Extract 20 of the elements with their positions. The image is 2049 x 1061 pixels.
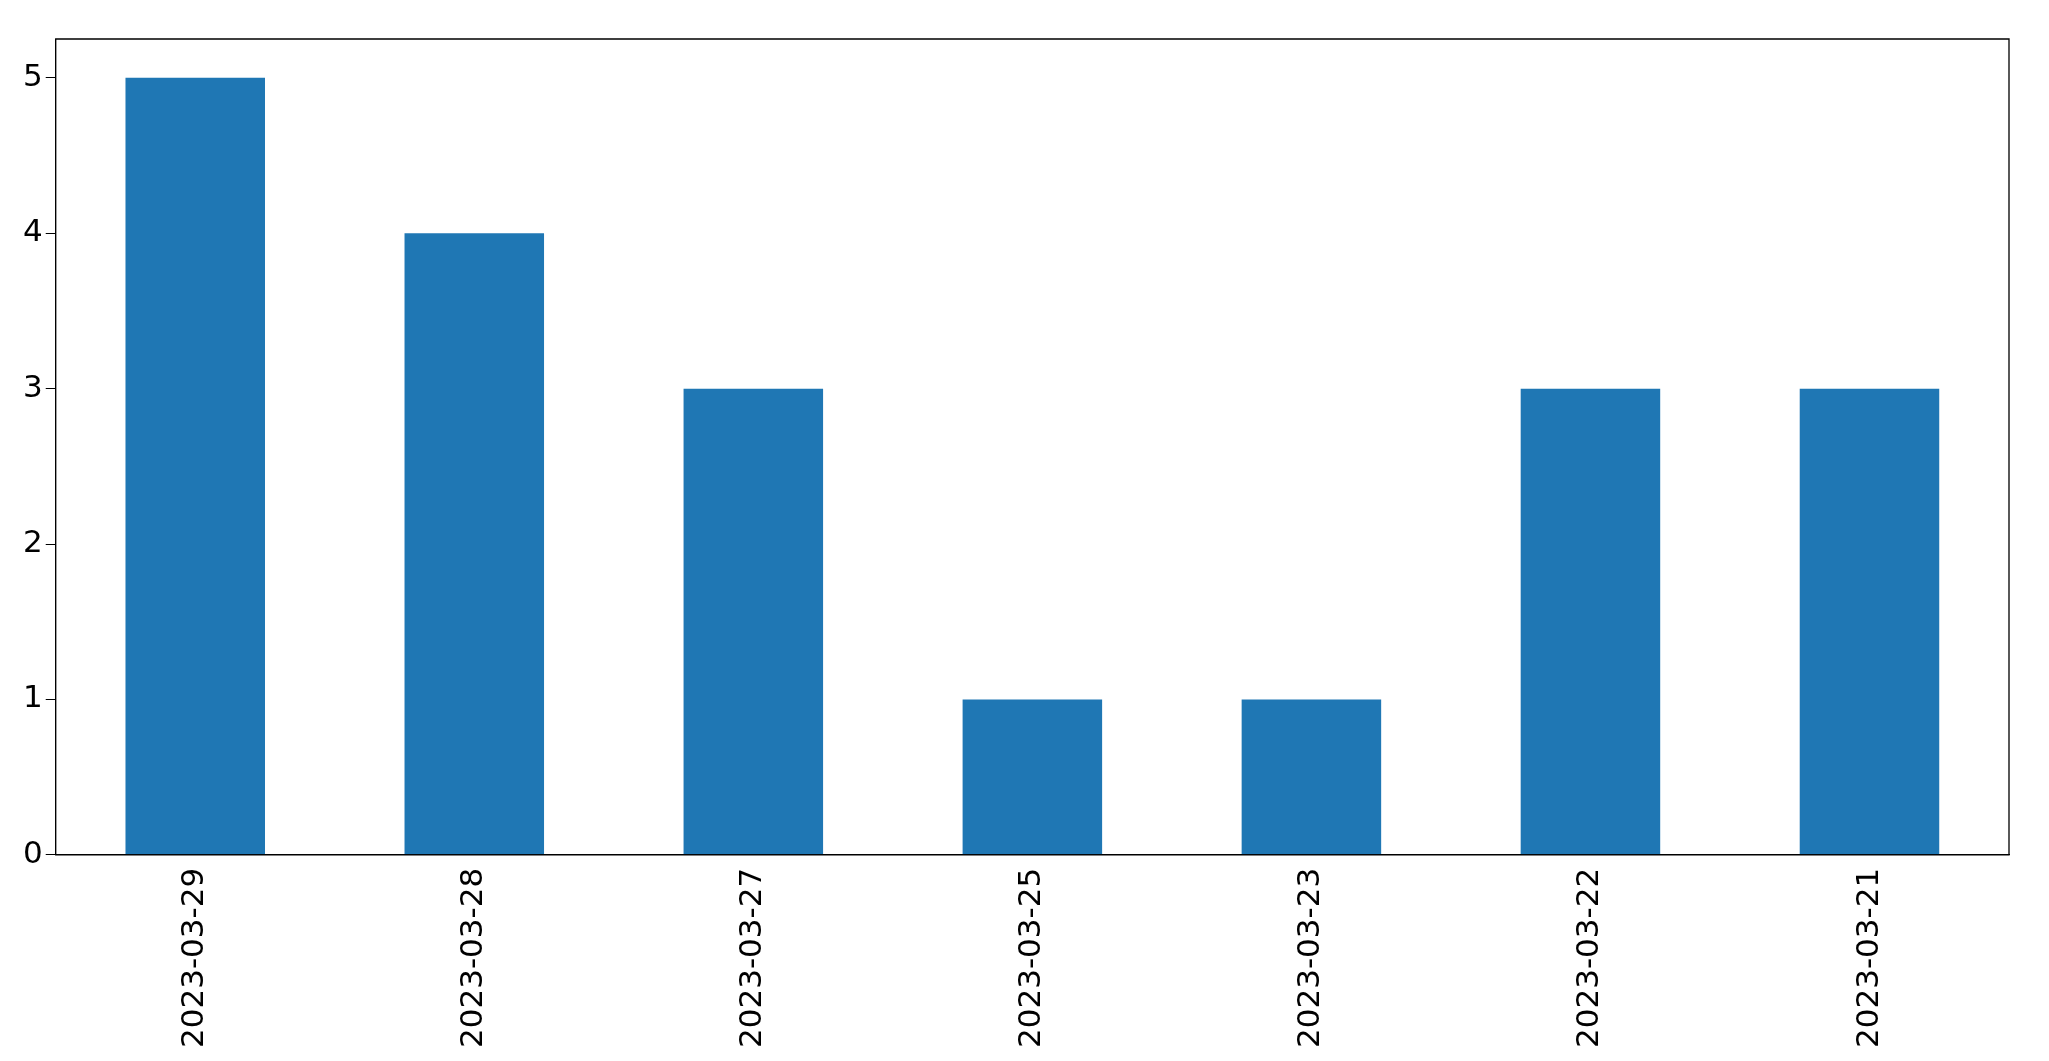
bar — [683, 388, 824, 855]
x-tick-label: 2023-03-25 — [1011, 867, 1048, 1049]
bar — [1241, 699, 1382, 855]
y-tick-label: 1 — [22, 678, 43, 715]
y-tick-label: 0 — [22, 833, 43, 870]
x-tick-label: 2023-03-22 — [1569, 867, 1606, 1049]
x-tick-label: 2023-03-27 — [732, 867, 769, 1049]
bar — [125, 77, 265, 855]
bar — [1799, 388, 1940, 855]
x-tick-label: 2023-03-29 — [174, 867, 211, 1049]
y-tick-label: 4 — [22, 212, 43, 249]
y-tick-label: 5 — [22, 56, 43, 93]
y-tick-label: 2 — [22, 523, 43, 560]
bar — [1520, 388, 1661, 855]
x-tick-label: 2023-03-23 — [1290, 867, 1327, 1049]
y-tick-label: 3 — [22, 367, 43, 404]
bar — [404, 233, 545, 855]
x-tick-label: 2023-03-21 — [1848, 867, 1885, 1049]
x-tick-label: 2023-03-28 — [453, 867, 490, 1049]
bar — [962, 699, 1103, 855]
